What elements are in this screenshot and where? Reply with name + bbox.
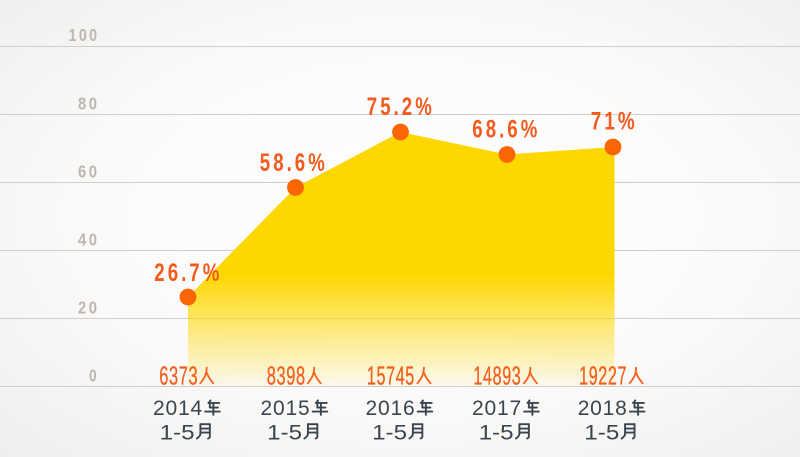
svg-text:2014: 2014: [153, 397, 203, 420]
svg-text:71%: 71%: [591, 109, 638, 136]
svg-text:1-5: 1-5: [584, 421, 619, 444]
svg-text:14893: 14893: [473, 362, 521, 390]
svg-text:0: 0: [89, 366, 99, 386]
svg-text:15745: 15745: [367, 362, 415, 390]
svg-text:2015: 2015: [261, 397, 311, 420]
svg-text:75.2%: 75.2%: [367, 94, 435, 121]
svg-text:68.6%: 68.6%: [472, 117, 540, 144]
svg-text:19227: 19227: [579, 362, 627, 390]
svg-text:8398: 8398: [267, 362, 306, 390]
svg-text:20: 20: [78, 297, 100, 317]
svg-text:40: 40: [78, 229, 100, 249]
svg-text:1-5: 1-5: [160, 421, 195, 444]
svg-text:2016: 2016: [366, 397, 416, 420]
svg-text:1-5: 1-5: [372, 421, 407, 444]
svg-text:1-5: 1-5: [267, 421, 302, 444]
svg-text:6373: 6373: [159, 362, 198, 390]
svg-text:1-5: 1-5: [479, 421, 514, 444]
svg-text:2018: 2018: [578, 397, 628, 420]
svg-text:2017: 2017: [472, 397, 522, 420]
svg-text:100: 100: [69, 25, 100, 45]
svg-text:58.6%: 58.6%: [260, 150, 328, 177]
svg-text:60: 60: [78, 161, 100, 181]
svg-text:80: 80: [78, 93, 100, 113]
svg-text:26.7%: 26.7%: [154, 260, 222, 287]
